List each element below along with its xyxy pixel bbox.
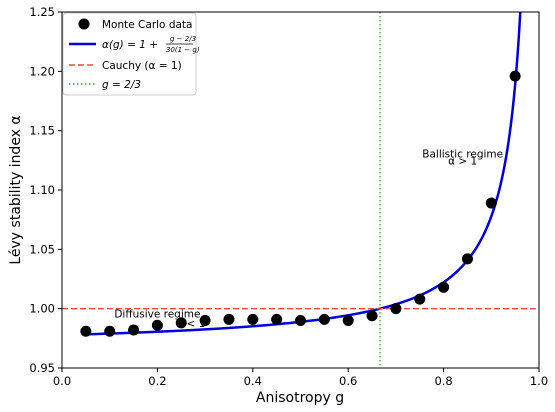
- data-point: [295, 315, 306, 327]
- legend-label-g-two-thirds: g = 2/3: [102, 79, 141, 91]
- data-point: [366, 310, 378, 322]
- data-point: [342, 315, 354, 327]
- x-tick-label: 0.2: [148, 374, 166, 388]
- annotation-text: Diffusive regime: [114, 309, 200, 321]
- y-tick-label: 1.15: [29, 124, 55, 138]
- annotation-text: α > 1: [448, 155, 477, 167]
- data-point: [485, 197, 497, 209]
- x-axis-label: Anisotropy g: [256, 390, 344, 406]
- x-tick-label: 0.6: [339, 374, 357, 388]
- data-point: [509, 70, 521, 82]
- data-point: [128, 324, 140, 336]
- legend: Monte Carlo data α(g) = 1 + g − 2/3 30(1…: [62, 12, 200, 96]
- data-point: [80, 325, 92, 337]
- x-tick-label: 0.0: [53, 374, 71, 388]
- legend-label-model-denominator: 30(1 − g): [166, 46, 200, 54]
- x-tick-label: 0.4: [244, 374, 262, 388]
- legend-box: [62, 12, 197, 96]
- data-point: [271, 313, 283, 325]
- data-point: [223, 313, 235, 325]
- y-tick-label: 1.10: [29, 183, 55, 197]
- data-point: [199, 315, 211, 327]
- x-tick-label: 1.0: [530, 374, 548, 388]
- data-point: [414, 293, 426, 305]
- annotation-text: Ballistic regime: [422, 148, 503, 160]
- legend-label-cauchy: Cauchy (α = 1): [102, 60, 182, 72]
- annotation-text: α < 1: [176, 318, 205, 330]
- data-point: [247, 313, 259, 325]
- y-axis-label: Lévy stability index α: [8, 115, 24, 264]
- legend-label-monte-carlo: Monte Carlo data: [102, 19, 192, 31]
- legend-marker-monte-carlo: [78, 18, 90, 30]
- legend-label-model: α(g) = 1 +: [102, 39, 158, 51]
- legend-label-model-numerator: g − 2/3: [170, 35, 196, 43]
- data-point: [438, 281, 450, 293]
- y-tick-label: 0.95: [29, 361, 55, 375]
- y-tick-label: 1.25: [29, 5, 55, 19]
- y-tick-label: 1.20: [29, 64, 55, 78]
- x-tick-label: 0.8: [434, 374, 452, 388]
- data-point: [318, 313, 330, 325]
- data-point: [175, 317, 187, 329]
- data-point: [151, 319, 163, 331]
- data-point: [390, 303, 402, 315]
- y-tick-label: 1.05: [29, 242, 55, 256]
- data-point: [104, 325, 116, 337]
- y-tick-label: 1.00: [29, 302, 55, 316]
- data-point: [461, 253, 473, 265]
